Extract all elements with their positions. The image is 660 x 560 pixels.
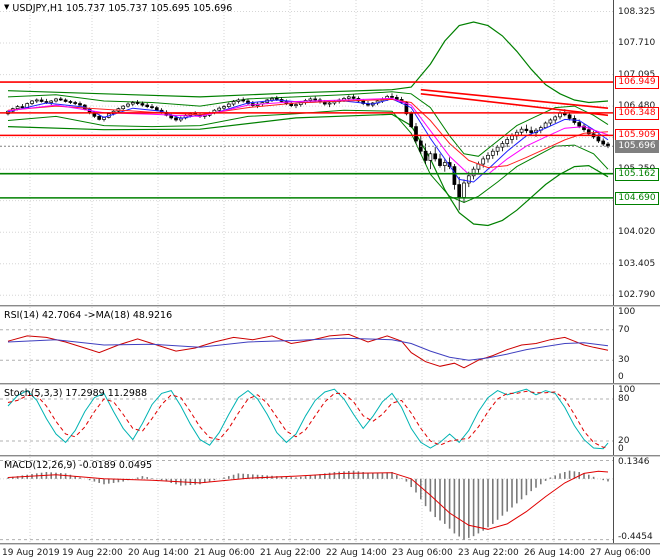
rsi-panel[interactable]: RSI(14) 42.7064 ->MA(18) 48.9216 [0, 307, 613, 383]
indicator-levels [0, 398, 613, 442]
vertical-gridlines [29, 307, 555, 383]
axis-label: 107.095 [618, 69, 656, 80]
stochastic-header: Stoch(5,3,3) 17.2989 11.2988 [4, 388, 148, 399]
indicator-levels [0, 329, 613, 361]
macd-panel[interactable]: MACD(12,26,9) -0.0189 0.0495 [0, 457, 613, 543]
stochastic-axis[interactable]: 100 80 20 0 [613, 385, 660, 455]
indicator-lines [7, 388, 609, 450]
price-badge: 105.162 [615, 167, 659, 181]
candles-layer [6, 93, 610, 211]
macd-header: MACD(12,26,9) -0.0189 0.0495 [4, 460, 153, 471]
panel-splitter[interactable] [0, 305, 660, 307]
time-label: 21 Aug 06:00 [194, 548, 255, 558]
rsi-axis[interactable]: 100 70 30 0 [613, 307, 660, 383]
time-label: 19 Aug 2019 [2, 548, 60, 558]
axis-label: 70 [618, 324, 630, 335]
main-chart-canvas[interactable] [0, 0, 613, 305]
panel-splitter[interactable] [0, 383, 660, 385]
axis-label: 103.405 [618, 258, 656, 269]
horizontal-levels-layer [0, 81, 613, 199]
time-label: 23 Aug 22:00 [458, 548, 519, 558]
bollinger-bands-layer [7, 21, 609, 227]
time-label: 22 Aug 14:00 [326, 548, 387, 558]
indicator-lines [7, 333, 609, 369]
macd-axis[interactable]: 0.1346 -0.4454 [613, 457, 660, 543]
chart-ohlc-label: USDJPY,H1 105.737 105.737 105.695 105.69… [12, 3, 233, 14]
panel-splitter[interactable] [0, 455, 660, 457]
axis-label: 0 [618, 372, 624, 382]
price-badge: 106.348 [615, 106, 659, 120]
moving-averages-layer [7, 88, 609, 183]
horizontal-gridlines [0, 11, 613, 296]
stochastic-panel[interactable]: Stoch(5,3,3) 17.2989 11.2988 [0, 385, 613, 455]
main-chart-area[interactable]: ▼ USDJPY,H1 105.737 105.737 105.695 105.6… [0, 0, 613, 305]
axis-label: 102.790 [618, 290, 656, 301]
rsi-canvas[interactable] [0, 307, 613, 383]
vertical-gridlines [29, 0, 555, 305]
axis-label: 0.1346 [618, 457, 650, 467]
indicator-lines [7, 470, 609, 530]
axis-label: -0.4454 [618, 532, 653, 542]
time-label: 23 Aug 06:00 [392, 548, 453, 558]
axis-label: 20 [618, 436, 630, 446]
rsi-header: RSI(14) 42.7064 ->MA(18) 48.9216 [4, 310, 173, 321]
macd-canvas[interactable] [0, 457, 613, 543]
axis-label: 0 [618, 444, 624, 454]
chart-header: ▼ USDJPY,H1 105.737 105.737 105.695 105.6… [4, 3, 232, 14]
price-badge: 105.696 [615, 140, 659, 154]
time-label: 26 Aug 14:00 [524, 548, 585, 558]
axis-label: 30 [618, 355, 630, 366]
axis-label: 108.325 [618, 6, 656, 17]
axis-label: 106.480 [618, 101, 655, 111]
axis-label: 104.020 [618, 227, 656, 238]
time-label: 19 Aug 22:00 [62, 548, 123, 558]
time-label: 27 Aug 06:00 [590, 548, 651, 558]
dropdown-triangle-icon[interactable]: ▼ [4, 3, 10, 11]
axis-label: 100 [618, 385, 636, 395]
time-axis[interactable]: 19 Aug 2019 19 Aug 22:00 20 Aug 14:00 21 Au… [0, 545, 660, 560]
price-badge: 104.690 [615, 191, 659, 205]
time-label: 20 Aug 14:00 [128, 548, 189, 558]
axis-label: 107.710 [618, 38, 656, 49]
macd-histogram [7, 470, 609, 540]
price-axis[interactable]: 108.325107.710107.095106.480105.865105.2… [613, 0, 660, 305]
stochastic-canvas[interactable] [0, 385, 613, 455]
time-label: 21 Aug 22:00 [260, 548, 321, 558]
axis-label: 80 [618, 394, 630, 404]
price-badge: 106.949 [615, 76, 659, 90]
axis-label: 100 [618, 307, 636, 317]
panel-splitter[interactable] [0, 543, 660, 545]
